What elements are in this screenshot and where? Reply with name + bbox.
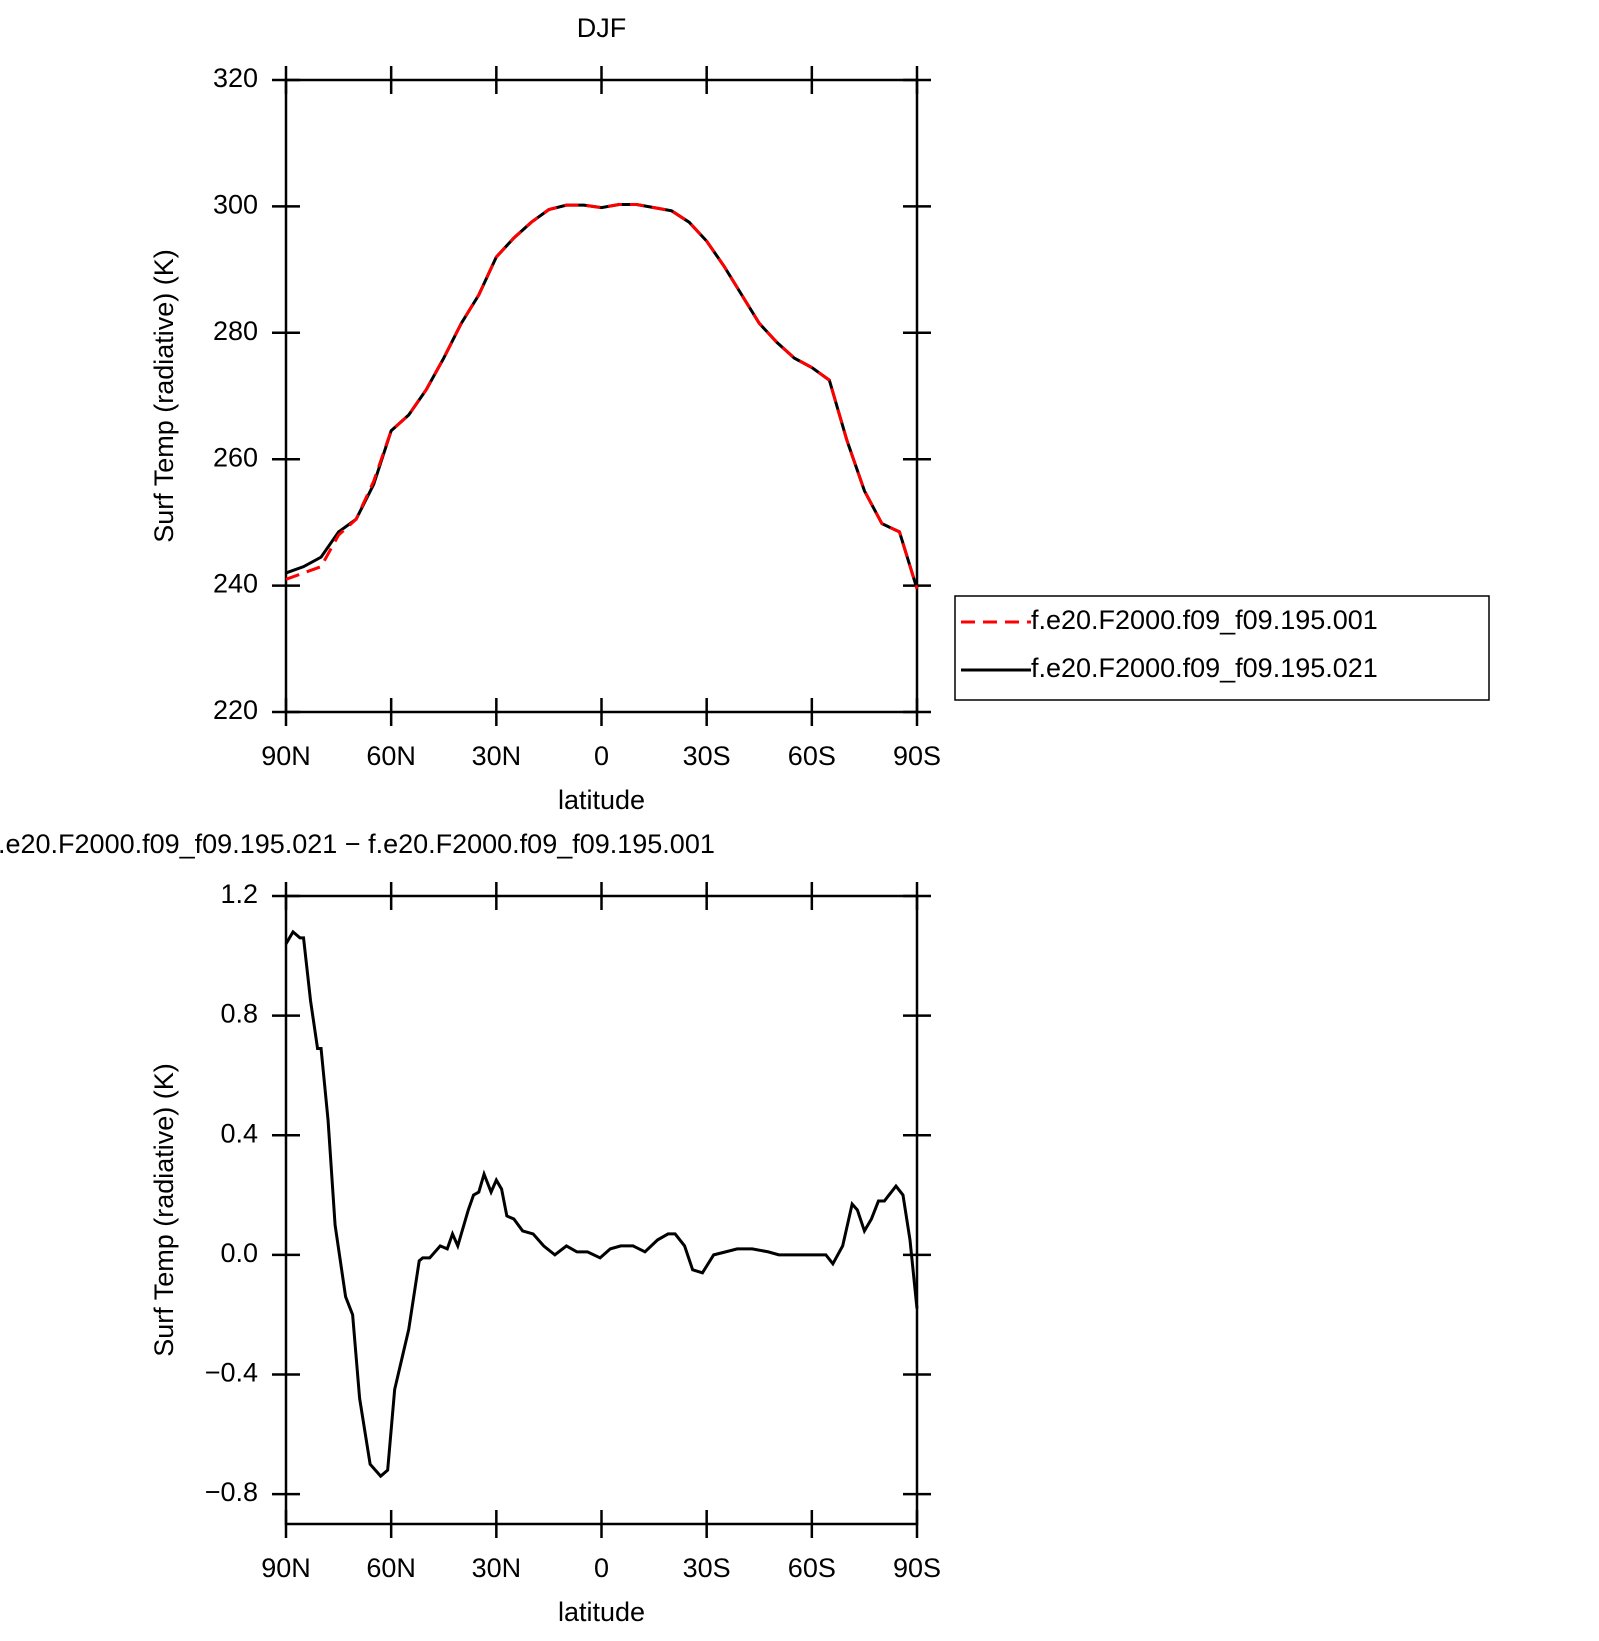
- y-tick-label: 0.4: [220, 1118, 258, 1148]
- y-tick-label: 0.0: [220, 1238, 258, 1268]
- x-axis-label: latitude: [558, 785, 645, 815]
- y-tick-label: 0.8: [220, 999, 258, 1029]
- legend-box: [954, 595, 1490, 701]
- y-tick-label: 320: [213, 63, 258, 93]
- plot-frame: [284, 894, 919, 1526]
- x-tick-label: 90N: [261, 1553, 311, 1583]
- y-tick-label: 1.2: [220, 879, 258, 909]
- plot-frame: [284, 78, 919, 714]
- x-tick-label: 60S: [788, 741, 836, 771]
- y-tick-label: 220: [213, 695, 258, 725]
- y-tick-label: 260: [213, 442, 258, 472]
- x-tick-label: 30S: [683, 741, 731, 771]
- x-tick-label: 30S: [683, 1553, 731, 1583]
- y-tick-label: 300: [213, 190, 258, 220]
- x-tick-label: 90S: [893, 1553, 941, 1583]
- x-tick-label: 0: [594, 741, 609, 771]
- y-tick-label: 280: [213, 316, 258, 346]
- x-tick-label: 30N: [472, 741, 522, 771]
- x-tick-label: 0: [594, 1553, 609, 1583]
- y-tick-label: 240: [213, 569, 258, 599]
- chart-title: .e20.F2000.f09_f09.195.021 − f.e20.F2000…: [0, 829, 715, 859]
- y-axis-label: Surf Temp (radiative) (K): [149, 1063, 179, 1357]
- y-tick-label: −0.8: [205, 1477, 258, 1507]
- x-axis-label: latitude: [558, 1597, 645, 1627]
- legend-label: f.e20.F2000.f09_f09.195.021: [1031, 653, 1378, 683]
- data-line: [285, 203, 919, 590]
- chart-title: DJF: [577, 13, 627, 43]
- legend-label: f.e20.F2000.f09_f09.195.001: [1031, 605, 1378, 635]
- data-line: [285, 203, 919, 590]
- x-tick-label: 60N: [366, 741, 416, 771]
- y-tick-label: −0.4: [205, 1358, 258, 1388]
- x-tick-label: 90S: [893, 741, 941, 771]
- x-tick-label: 60N: [366, 1553, 416, 1583]
- x-tick-label: 30N: [472, 1553, 522, 1583]
- x-tick-label: 90N: [261, 741, 311, 771]
- x-tick-label: 60S: [788, 1553, 836, 1583]
- y-axis-label: Surf Temp (radiative) (K): [149, 249, 179, 543]
- data-line: [284, 929, 919, 1479]
